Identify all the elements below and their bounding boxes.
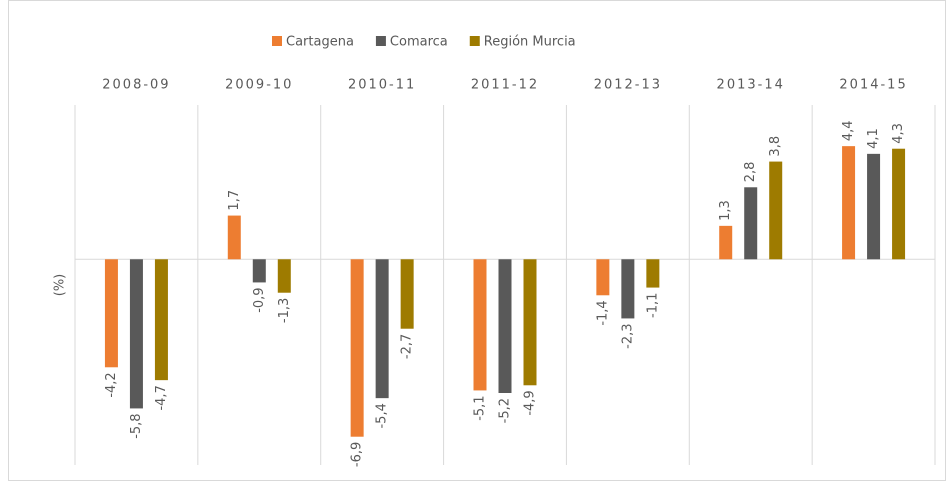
legend-swatch <box>272 36 282 46</box>
category-label: 2013-14 <box>717 78 785 93</box>
data-label: -1,3 <box>277 298 292 323</box>
legend-swatch <box>469 36 480 46</box>
bar <box>892 148 906 260</box>
bar <box>252 259 266 283</box>
bar <box>375 259 389 399</box>
bar <box>350 259 364 437</box>
data-label: 1,7 <box>227 190 242 211</box>
data-label: -1,1 <box>645 293 660 318</box>
bar <box>154 259 168 381</box>
data-label: -2,7 <box>400 334 415 359</box>
bar <box>867 153 881 260</box>
bar <box>400 259 414 329</box>
data-label: -4,7 <box>154 385 169 410</box>
data-label: 4,1 <box>866 128 881 149</box>
bar <box>646 259 660 288</box>
legend-label: Región Murcia <box>484 35 576 50</box>
bar <box>498 259 512 393</box>
bar <box>129 259 143 409</box>
data-label: -5,8 <box>129 413 144 438</box>
category-label: 2014-15 <box>839 78 907 93</box>
data-label: -1,4 <box>595 300 610 325</box>
category-label: 2010-11 <box>348 78 416 93</box>
bar <box>769 161 783 260</box>
legend-label: Comarca <box>390 35 448 50</box>
data-label: -5,2 <box>498 398 513 423</box>
bar <box>842 146 856 260</box>
bar <box>523 259 537 386</box>
bar <box>719 225 733 260</box>
bar <box>227 215 241 260</box>
bar <box>104 259 118 368</box>
bar <box>473 259 487 391</box>
bar <box>744 187 758 260</box>
data-label: 4,3 <box>891 123 906 144</box>
data-label: 2,8 <box>743 162 758 183</box>
data-label: 3,8 <box>768 136 783 157</box>
data-label: -5,4 <box>375 403 390 428</box>
data-label: 4,4 <box>841 120 856 141</box>
data-label: -0,9 <box>252 287 267 312</box>
category-label: 2012-13 <box>594 78 662 93</box>
data-label: -6,9 <box>350 442 365 467</box>
bar <box>596 259 610 296</box>
data-label: -4,9 <box>523 390 538 415</box>
bar <box>277 259 291 293</box>
category-label: 2011-12 <box>471 78 539 93</box>
legend-label: Cartagena <box>286 35 354 50</box>
legend-swatch <box>375 36 386 46</box>
data-label: -2,3 <box>620 323 635 348</box>
category-label: 2008-09 <box>102 78 170 93</box>
data-label: -4,2 <box>104 372 119 397</box>
category-label: 2009-10 <box>225 78 293 93</box>
y-axis-label: (%) <box>53 274 68 297</box>
data-label: 1,3 <box>718 200 733 221</box>
data-label: -5,1 <box>473 395 488 420</box>
bar <box>621 259 635 319</box>
